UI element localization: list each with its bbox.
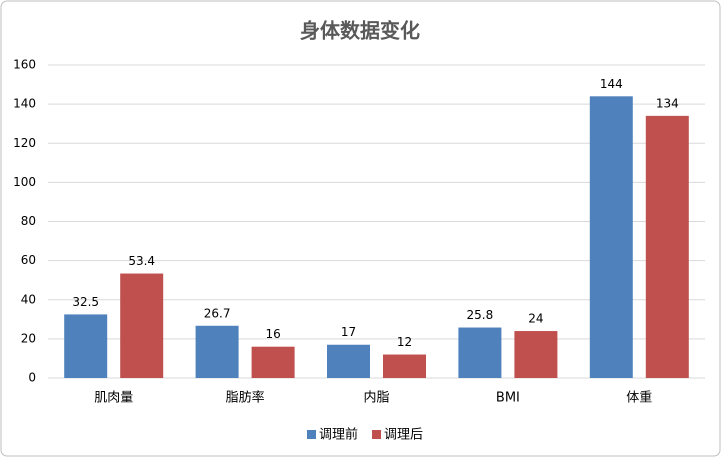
- y-tick-label: 20: [21, 331, 36, 345]
- bar: [589, 96, 633, 379]
- value-label: 144: [600, 77, 623, 91]
- value-label: 24: [528, 312, 543, 326]
- chart-title: 身体数据变化: [300, 19, 420, 43]
- x-tick-label: 肌肉量: [94, 391, 133, 406]
- legend-label: 调理后: [384, 428, 423, 443]
- y-tick-label: 0: [28, 371, 36, 385]
- value-label: 25.8: [467, 308, 494, 322]
- y-tick-label: 120: [13, 136, 36, 150]
- y-tick-label: 140: [13, 97, 36, 111]
- x-tick-label: 内脂: [363, 390, 389, 406]
- value-label: 12: [397, 335, 412, 349]
- bar: [514, 331, 558, 378]
- bar: [327, 344, 370, 378]
- bar: [645, 115, 689, 379]
- bar: [195, 325, 239, 378]
- value-label: 17: [341, 325, 356, 339]
- legend-label: 调理前: [319, 427, 358, 443]
- x-tick-label: BMI: [496, 391, 520, 406]
- value-label: 32.5: [72, 295, 99, 309]
- bar: [251, 346, 295, 378]
- y-tick-label: 40: [21, 292, 36, 306]
- x-tick-label: 脂肪率: [226, 390, 265, 406]
- y-tick-label: 80: [21, 214, 36, 228]
- bar: [64, 314, 108, 378]
- value-label: 53.4: [128, 254, 155, 268]
- y-tick-label: 60: [21, 253, 36, 267]
- value-label: 26.7: [204, 306, 231, 320]
- value-label: 16: [265, 327, 280, 341]
- legend-swatch: [372, 430, 382, 439]
- x-tick-label: 体重: [626, 390, 652, 406]
- legend-swatch: [307, 430, 316, 439]
- bar: [383, 354, 426, 378]
- value-label: 134: [656, 96, 679, 110]
- bar: [120, 273, 164, 378]
- bar: [458, 327, 502, 378]
- y-tick-label: 100: [13, 175, 36, 189]
- y-tick-label: 160: [13, 58, 36, 72]
